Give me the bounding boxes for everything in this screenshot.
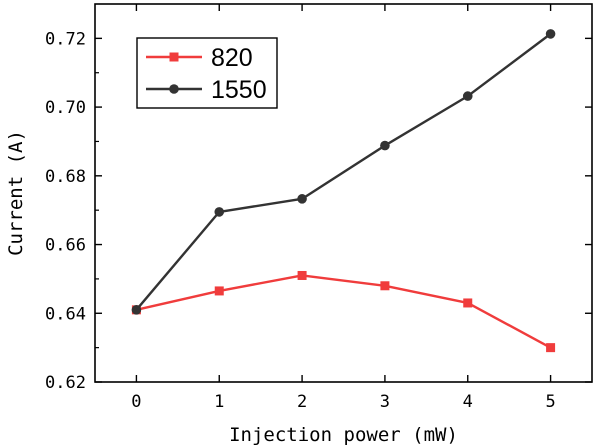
y-tick-label: 0.62: [45, 373, 86, 393]
x-axis-ticks: 0 1 2 3 4 5: [131, 4, 556, 412]
x-tick-label: 4: [463, 392, 473, 412]
series-line: [136, 274, 552, 349]
y-axis-label: Current (A): [5, 130, 27, 256]
data-point: [131, 305, 142, 315]
data-point: [297, 194, 307, 204]
series-layer: [131, 29, 556, 353]
y-tick-label: 0.68: [45, 167, 86, 187]
plot-axes: [94, 3, 593, 383]
legend-marker: [169, 52, 179, 62]
data-point: [214, 286, 224, 296]
data-point: [546, 343, 556, 353]
y-tick-label: 0.72: [45, 29, 86, 49]
data-point: [380, 281, 390, 291]
data-point: [380, 140, 390, 151]
series-1550: [131, 29, 556, 315]
y-axis-ticks: 0.62 0.64 0.66 0.68 0.70 0.72: [45, 29, 592, 393]
y-tick-label: 0.70: [45, 98, 86, 118]
x-tick-label: 2: [297, 392, 307, 412]
y-tick-label: 0.66: [45, 236, 86, 256]
data-point: [463, 298, 473, 308]
legend-item: 820: [146, 44, 253, 72]
legend-box: [136, 37, 278, 109]
data-point: [297, 270, 307, 280]
data-point: [462, 91, 473, 101]
series-820: [131, 270, 556, 353]
data-point: [545, 29, 556, 39]
plot-frame: [94, 3, 593, 383]
legend-label: 820: [211, 44, 253, 72]
legend-item: 1550: [146, 76, 267, 104]
data-point: [214, 207, 225, 217]
y-tick-label: 0.64: [45, 304, 86, 324]
x-tick-label: 0: [131, 392, 141, 412]
series-line: [135, 32, 552, 311]
legend-marker: [169, 84, 179, 94]
x-tick-label: 5: [545, 392, 555, 412]
legend: 820 1550: [136, 37, 278, 109]
legend-label: 1550: [211, 76, 267, 104]
x-tick-label: 1: [214, 392, 224, 412]
x-tick-label: 3: [380, 392, 390, 412]
x-axis-label: Injection power (mW): [229, 424, 458, 446]
